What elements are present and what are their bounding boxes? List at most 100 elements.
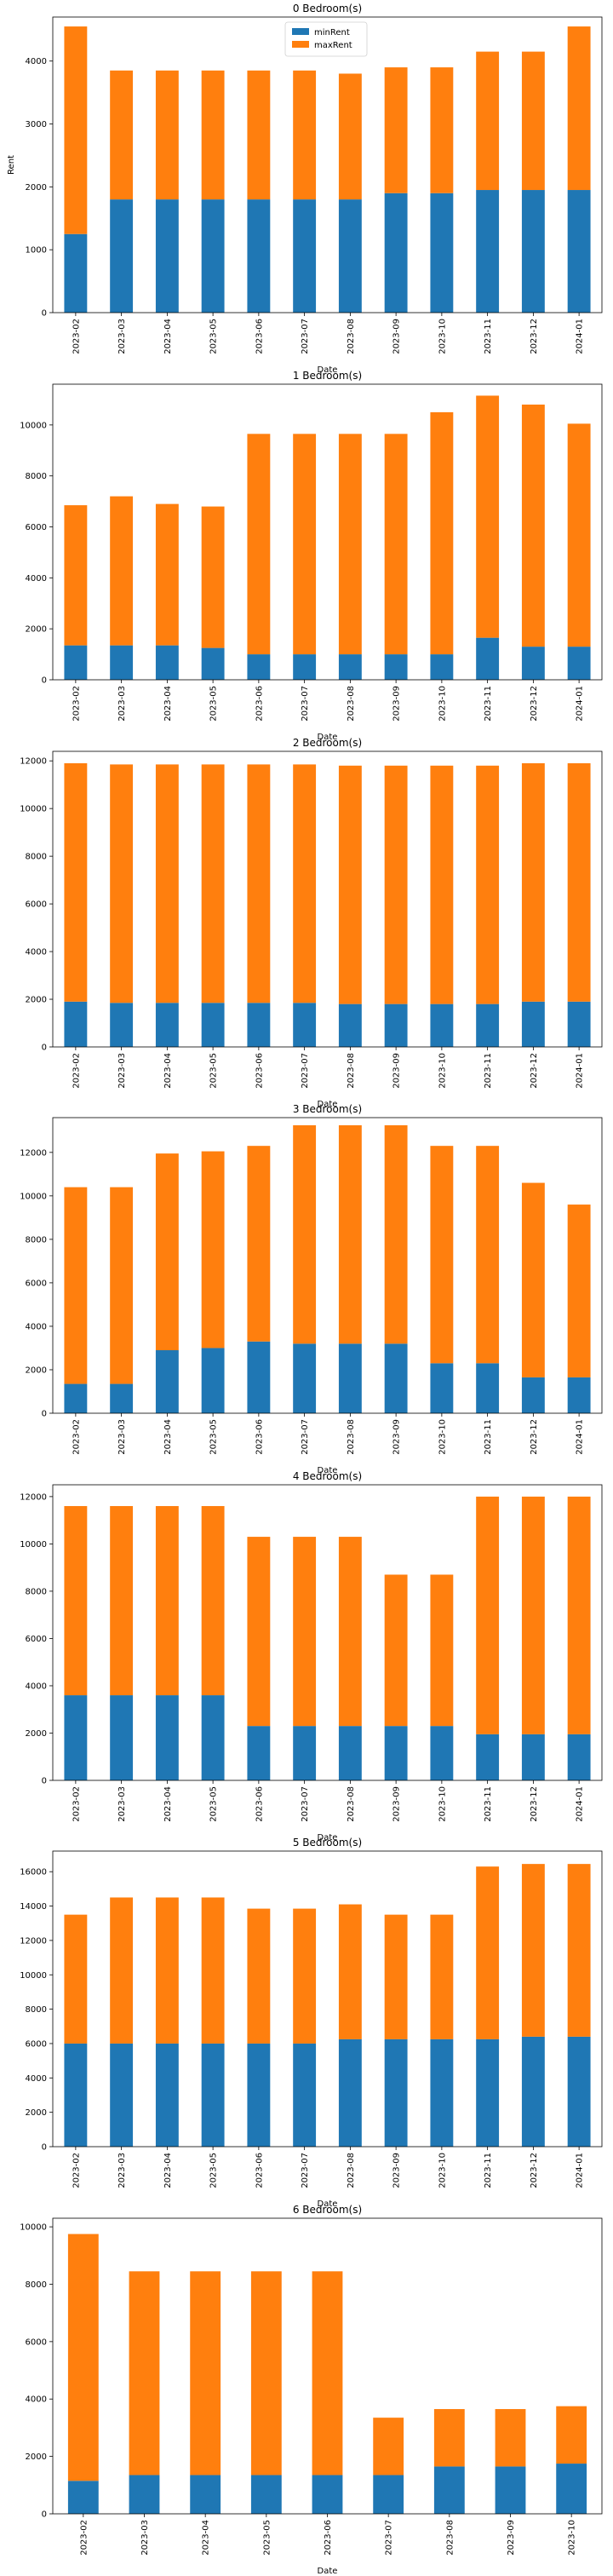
x-tick-label: 2023-12 xyxy=(530,1786,539,1822)
bar-maxRent-2023-12 xyxy=(521,1864,545,2037)
bar-maxRent-2023-12 xyxy=(521,762,545,1002)
bar-maxRent-2023-08 xyxy=(338,765,362,1004)
bar-maxRent-2023-05 xyxy=(201,1151,225,1348)
x-tick-label: 2023-10 xyxy=(438,319,447,354)
bar-minRent-2023-03 xyxy=(110,199,134,313)
bar-minRent-2023-06 xyxy=(247,1341,271,1413)
bar-minRent-2023-04 xyxy=(155,199,179,313)
legend-swatch-maxRent xyxy=(292,41,309,48)
bar-minRent-2023-03 xyxy=(110,645,134,680)
x-tick-label: 2023-03 xyxy=(117,2153,127,2188)
bar-maxRent-2023-04 xyxy=(155,1153,179,1351)
y-tick-label: 8000 xyxy=(26,2280,47,2290)
bar-maxRent-2023-03 xyxy=(110,764,134,1003)
bar-maxRent-2023-10 xyxy=(430,1146,454,1364)
bar-minRent-2023-09 xyxy=(384,193,408,313)
bar-maxRent-2023-05 xyxy=(201,1505,225,1696)
x-tick-label: 2023-05 xyxy=(209,1419,219,1455)
x-tick-label: 2023-02 xyxy=(72,1419,81,1455)
y-tick-label: 4000 xyxy=(26,948,47,957)
bar-maxRent-2023-03 xyxy=(110,1897,134,2044)
bar-minRent-2024-01 xyxy=(567,647,591,680)
chart-title: 6 Bedroom(s) xyxy=(293,2204,362,2216)
bar-minRent-2023-08 xyxy=(338,199,362,313)
x-tick-label: 2023-11 xyxy=(484,686,493,722)
chart-panel-1: 1 Bedroom(s) 0 2000 4000 6000 8000 10000 2023-0… xyxy=(20,370,603,742)
bar-minRent-2023-05 xyxy=(201,1695,225,1780)
x-tick-label: 2023-04 xyxy=(163,319,173,354)
x-tick-label: 2023-09 xyxy=(507,2520,516,2556)
bar-maxRent-2023-12 xyxy=(521,51,545,191)
bar-maxRent-2023-08 xyxy=(338,1904,362,2039)
bar-maxRent-2023-02 xyxy=(64,1914,88,2044)
chart-title: 2 Bedroom(s) xyxy=(293,737,362,749)
x-tick-label: 2023-04 xyxy=(163,1419,173,1455)
bar-minRent-2023-06 xyxy=(247,654,271,680)
bar-minRent-2023-08 xyxy=(338,1726,362,1780)
x-tick-label: 2023-11 xyxy=(484,319,493,354)
x-tick-label: 2023-07 xyxy=(301,1786,310,1822)
x-tick-label: 2023-06 xyxy=(255,1786,264,1822)
x-tick-label: 2023-06 xyxy=(255,686,264,722)
legend-label-minRent: minRent xyxy=(314,28,350,37)
bar-maxRent-2023-10 xyxy=(430,67,454,193)
y-tick-label: 4000 xyxy=(26,57,47,66)
bar-minRent-2023-09 xyxy=(384,1726,408,1780)
y-tick-label: 14000 xyxy=(20,1902,47,1912)
bar-maxRent-2023-12 xyxy=(521,1496,545,1734)
y-tick-label: 0 xyxy=(42,309,47,319)
x-tick-label: 2023-03 xyxy=(117,1419,127,1455)
chart-panel-0: 0 Bedroom(s) 0 1000 2000 3000 4000 2023-02 2023… xyxy=(7,3,603,375)
x-tick-label: 2023-10 xyxy=(438,1786,447,1822)
x-tick-label: 2024-01 xyxy=(576,1786,585,1822)
bar-maxRent-2023-05 xyxy=(201,764,225,1003)
bar-maxRent-2023-11 xyxy=(476,1866,500,2039)
chart-title: 3 Bedroom(s) xyxy=(293,1103,362,1115)
bar-maxRent-2023-05 xyxy=(201,70,225,200)
x-tick-label: 2023-09 xyxy=(392,2153,402,2188)
bar-minRent-2023-03 xyxy=(110,2043,134,2147)
bar-maxRent-2023-11 xyxy=(476,1146,500,1364)
bar-minRent-2023-10 xyxy=(430,2038,454,2147)
bar-minRent-2024-01 xyxy=(567,1377,591,1413)
axes-frame xyxy=(52,1484,603,1781)
x-tick-label: 2023-07 xyxy=(301,319,310,354)
bar-maxRent-2023-09 xyxy=(384,67,408,193)
y-tick-label: 2000 xyxy=(26,2108,47,2118)
y-tick-label: 0 xyxy=(42,676,47,686)
bar-minRent-2023-09 xyxy=(384,654,408,680)
bar-minRent-2023-08 xyxy=(338,1343,362,1413)
bar-minRent-2023-05 xyxy=(201,1003,225,1047)
x-tick-label: 2023-04 xyxy=(163,686,173,722)
legend-swatch-minRent xyxy=(292,28,309,35)
bar-minRent-2023-10 xyxy=(556,2464,587,2514)
x-tick-label: 2023-08 xyxy=(347,1419,356,1455)
x-axis-label: Date xyxy=(318,1100,338,1109)
bar-maxRent-2023-08 xyxy=(338,73,362,200)
bar-maxRent-2023-06 xyxy=(247,434,271,655)
chart-panel-5: 5 Bedroom(s) 0 2000 4000 6000 8000 10000 12000 1… xyxy=(20,1837,603,2209)
bar-minRent-2023-05 xyxy=(250,2475,282,2514)
x-tick-label: 2023-12 xyxy=(530,1053,539,1089)
y-tick-label: 0 xyxy=(42,1777,47,1786)
y-tick-label: 4000 xyxy=(26,1682,47,1691)
axes-frame xyxy=(52,383,603,681)
axes-frame xyxy=(52,1850,603,2148)
y-tick-label: 10000 xyxy=(20,421,47,430)
bar-maxRent-2023-04 xyxy=(155,764,179,1003)
bar-maxRent-2023-06 xyxy=(247,1908,271,2044)
bar-maxRent-2023-09 xyxy=(384,765,408,1004)
y-tick-label: 2000 xyxy=(26,625,47,635)
bar-minRent-2023-11 xyxy=(476,2038,500,2147)
bar-minRent-2023-06 xyxy=(247,199,271,313)
x-tick-label: 2023-08 xyxy=(347,1786,356,1822)
x-tick-label: 2023-09 xyxy=(392,319,402,354)
x-tick-label: 2023-02 xyxy=(72,686,81,722)
bar-minRent-2023-02 xyxy=(64,1383,88,1413)
bar-maxRent-2023-03 xyxy=(129,2271,160,2475)
axes-frame xyxy=(52,16,603,313)
bar-maxRent-2023-05 xyxy=(250,2271,282,2475)
bar-minRent-2023-03 xyxy=(110,1383,134,1413)
bar-maxRent-2023-08 xyxy=(338,434,362,655)
bar-maxRent-2023-04 xyxy=(190,2271,221,2475)
